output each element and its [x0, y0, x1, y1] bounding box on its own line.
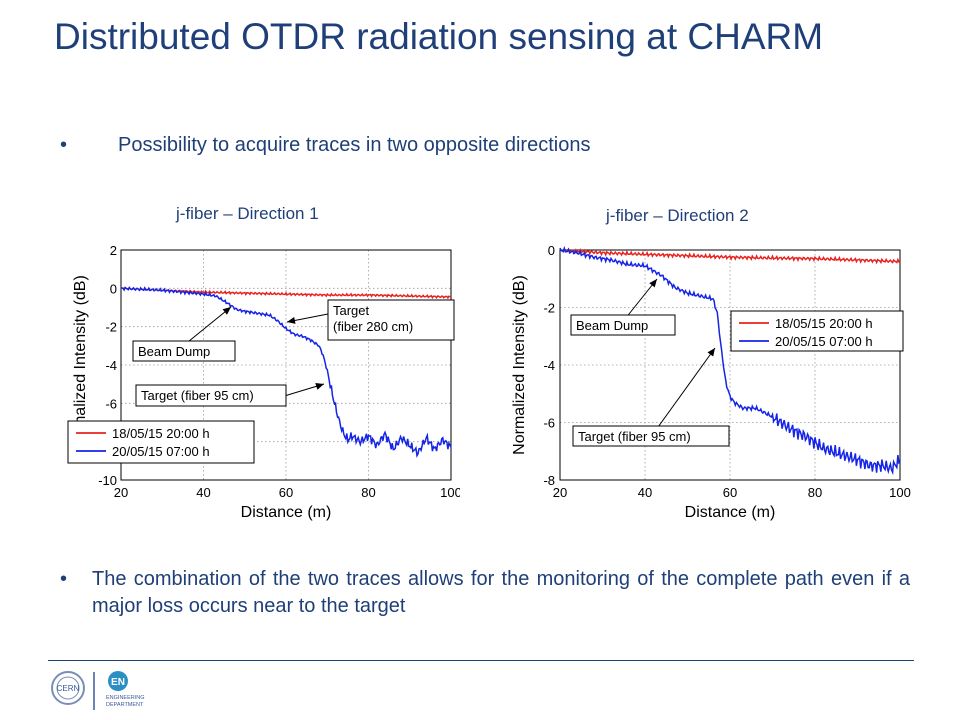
annotation-text: Target (fiber 95 cm)	[141, 388, 254, 403]
legend-label-1: 18/05/15 20:00 h	[775, 316, 873, 331]
annotation-text: (fiber 280 cm)	[333, 319, 413, 334]
y-tick-label: 0	[548, 243, 555, 258]
bullet-marker: •	[60, 568, 68, 590]
x-tick-label: 60	[723, 485, 737, 500]
y-tick-label: -2	[543, 301, 555, 316]
chart-direction-2: 20 40 60 80 100 0 -2 -4 -6 -8 Distance (m) Normaliz…	[511, 243, 911, 521]
x-tick-label: 40	[638, 485, 652, 500]
bullet-item-2: • The combination of the two traces allo…	[60, 566, 910, 620]
y-tick-label: 0	[110, 281, 117, 296]
x-axis-label: Distance (m)	[241, 504, 332, 521]
bullet-marker: •	[60, 134, 68, 156]
series-line-2	[559, 245, 901, 476]
legend-label-2: 20/05/15 07:00 h	[775, 334, 873, 349]
x-tick-label: 20	[114, 485, 128, 500]
chart-title-direction-1: j-fiber – Direction 1	[176, 204, 319, 223]
y-tick-label: -6	[105, 396, 117, 411]
annotation-arrowhead	[649, 279, 657, 288]
plot-frame	[120, 249, 452, 481]
annotation-box	[572, 425, 730, 447]
x-tick-label: 40	[196, 485, 210, 500]
y-tick-label: -8	[543, 473, 555, 488]
x-tick-label: 20	[553, 485, 567, 500]
y-tick-label: -6	[543, 416, 555, 431]
annotation-arrowhead	[707, 348, 715, 357]
y-tick-label: -4	[105, 358, 117, 373]
annotation-arrow	[188, 306, 232, 342]
annotation-arrow	[658, 347, 716, 427]
y-axis-label: Normalized Intensity (dB)	[72, 275, 89, 455]
en-department-logo: EN ENGINEERING DEPARTMENT	[93, 671, 145, 710]
svg-text:ENGINEERING: ENGINEERING	[106, 695, 145, 701]
bullet-text-1: Possibility to acquire traces in two opp…	[118, 134, 591, 156]
footer-divider	[48, 660, 914, 661]
cern-logo: CERN	[51, 671, 85, 705]
svg-text:DEPARTMENT: DEPARTMENT	[106, 702, 144, 708]
annotation-text: Beam Dump	[138, 344, 210, 359]
y-tick-label: -4	[543, 358, 555, 373]
x-tick-label: 80	[808, 485, 822, 500]
annotation-arrowhead	[287, 317, 296, 324]
x-axis-label: Distance (m)	[685, 504, 776, 521]
y-tick-label: 2	[110, 243, 117, 258]
annotation-text: Beam Dump	[576, 318, 648, 333]
x-tick-label: 60	[279, 485, 293, 500]
annotation-arrowhead	[315, 383, 324, 390]
series-line-1	[559, 246, 901, 265]
series-line-2	[120, 286, 452, 459]
annotation-text: Target (fiber 95 cm)	[578, 429, 691, 444]
legend-label-1: 18/05/15 20:00 h	[112, 426, 210, 441]
y-tick-label: -2	[105, 320, 117, 335]
plot-frame	[559, 249, 901, 481]
y-tick-label: -10	[98, 473, 117, 488]
annotation-box	[132, 340, 236, 362]
x-tick-label: 100	[889, 485, 911, 500]
legend-label-2: 20/05/15 07:00 h	[112, 444, 210, 459]
svg-text:EN: EN	[111, 677, 125, 688]
chart-title-direction-2: j-fiber – Direction 2	[606, 206, 749, 225]
svg-text:CERN: CERN	[57, 684, 80, 693]
annotation-box	[327, 299, 455, 341]
x-tick-label: 80	[361, 485, 375, 500]
y-axis-label: Normalized Intensity (dB)	[511, 275, 528, 455]
annotation-arrowhead	[222, 307, 231, 315]
bullet-text-2: The combination of the two traces allows…	[92, 568, 910, 617]
legend-box	[67, 420, 255, 464]
annotation-text: Target	[333, 303, 370, 318]
slide-title: Distributed OTDR radiation sensing at CH…	[54, 16, 824, 57]
legend-box	[730, 310, 904, 352]
annotation-box	[570, 314, 676, 336]
x-tick-label: 100	[440, 485, 460, 500]
